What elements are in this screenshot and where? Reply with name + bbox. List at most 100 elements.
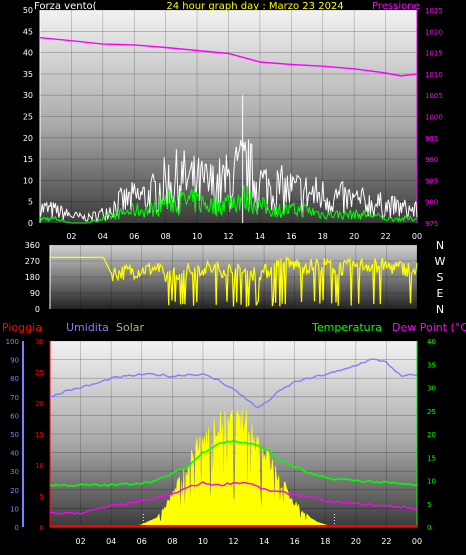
wind-gust-series (39, 139, 418, 222)
humidity-y-tick: 90 (10, 357, 19, 365)
temperature-y-tick: 30 (427, 385, 436, 393)
humidity-y-tick: 20 (10, 487, 19, 495)
temperature-y-tick: 20 (427, 431, 436, 439)
wind-y-tick: 5 (28, 198, 33, 207)
wind-x-tick: 12 (223, 232, 233, 241)
pressure-y-tick: 1005 (425, 92, 443, 100)
rain-temp-x-tick: 02 (75, 537, 85, 546)
pressure-y-tick: 1015 (425, 50, 443, 58)
direction-y-tick: 360 (25, 241, 40, 250)
wind-y-tick: 0 (28, 219, 33, 228)
chart-title: 24 hour graph day : Marzo 23 2024 (166, 1, 343, 12)
solar-label: Solar (116, 321, 145, 334)
direction-letter-s: S (437, 271, 444, 284)
humidity-y-tick: 100 (6, 338, 19, 346)
wind-y-tick: 40 (23, 49, 33, 58)
direction-letter-e: E (437, 287, 444, 300)
rain-temp-x-tick: 20 (351, 537, 361, 546)
direction-y-tick: 0 (35, 305, 40, 314)
rain-temp-x-tick: 12 (228, 537, 238, 546)
pressure-y-tick: 990 (425, 156, 438, 164)
direction-y-tick: 180 (25, 273, 40, 282)
wind-axis-label: Forza vento( (34, 1, 97, 12)
pressure-y-tick: 975 (425, 220, 438, 228)
temperature-series (49, 439, 418, 488)
rain-temp-x-tick: 04 (106, 537, 116, 546)
wind-average-series (39, 184, 418, 224)
wind-x-tick: 10 (192, 232, 202, 241)
humidity-y-tick: 0 (15, 524, 19, 532)
rain-temp-x-tick: 00 (412, 537, 422, 546)
rain-temp-x-tick: 14 (259, 537, 269, 546)
pressure-y-tick: 1010 (425, 71, 443, 79)
wind-y-tick: 50 (23, 6, 33, 15)
pressure-y-tick: 1020 (425, 28, 443, 36)
humidity-y-tick: 50 (10, 431, 19, 439)
humidity-label: Umidita (66, 321, 109, 334)
pressure-series (39, 37, 418, 77)
wind-x-tick: 14 (255, 232, 265, 241)
rain-y-tick: 30 (35, 338, 44, 346)
pressure-y-tick: 1000 (425, 114, 443, 122)
temperature-label: Temperatura (311, 321, 382, 334)
wind-panel-background (40, 10, 417, 223)
rain-y-tick: 10 (35, 462, 44, 470)
wind-y-tick: 45 (23, 27, 33, 36)
rain-temp-x-tick: 06 (137, 537, 147, 546)
temperature-y-tick: 5 (427, 501, 431, 509)
wind-x-tick: 08 (161, 232, 171, 241)
humidity-y-tick: 60 (10, 412, 19, 420)
humidity-y-tick: 40 (10, 450, 19, 458)
pressure-y-tick: 985 (425, 177, 438, 185)
rain-temp-x-tick: 18 (320, 537, 330, 546)
pressure-y-tick: 980 (425, 199, 438, 207)
wind-x-tick: 00 (412, 232, 422, 241)
rain-y-tick: 25 (35, 369, 44, 377)
wind-x-tick: 16 (286, 232, 296, 241)
wind-x-tick: 20 (349, 232, 359, 241)
humidity-series (49, 358, 418, 409)
rain-y-tick: 0 (40, 524, 44, 532)
wind-direction-series (50, 255, 418, 307)
rain-temp-series (22, 341, 418, 528)
rain-temp-x-tick: 08 (167, 537, 177, 546)
rain-y-tick: 5 (40, 493, 44, 501)
temperature-y-tick: 35 (427, 361, 436, 369)
wind-y-tick: 10 (23, 176, 33, 185)
wind-y-tick: 25 (23, 113, 33, 122)
humidity-y-tick: 70 (10, 394, 19, 402)
dewpoint-series (49, 480, 418, 515)
dewpoint-label: Dew Point (°C) (392, 321, 466, 334)
rain-temp-x-tick: 22 (381, 537, 391, 546)
temperature-y-tick: 10 (427, 478, 436, 486)
wind-x-tick: 04 (98, 232, 108, 241)
direction-letter-n-bottom: N (436, 303, 444, 316)
wind-x-tick: 22 (380, 232, 390, 241)
axis-tick-labels: 0510152025303540455097598098599099510001… (6, 6, 443, 546)
humidity-y-tick: 10 (10, 505, 19, 513)
wind-x-tick: 18 (318, 232, 328, 241)
humidity-y-tick: 80 (10, 375, 19, 383)
wind-y-tick: 30 (23, 91, 33, 100)
wind-y-tick: 15 (23, 155, 33, 164)
direction-letter-w: W (435, 255, 446, 268)
direction-series (49, 245, 418, 309)
pressure-y-tick: 995 (425, 135, 438, 143)
wind-y-tick: 20 (23, 134, 33, 143)
direction-letter-n-top: N (436, 239, 444, 252)
temperature-y-tick: 15 (427, 454, 436, 462)
rain-temp-x-tick: 16 (290, 537, 300, 546)
humidity-y-tick: 30 (10, 468, 19, 476)
direction-y-tick: 270 (25, 257, 40, 266)
pressure-axis-label: Pressione (372, 1, 420, 12)
direction-y-tick: 90 (30, 289, 40, 298)
temperature-y-tick: 0 (427, 524, 431, 532)
rain-y-tick: 15 (35, 431, 44, 439)
temperature-y-tick: 40 (427, 338, 436, 346)
wind-series (39, 10, 418, 224)
rain-y-tick: 20 (35, 400, 44, 408)
pressure-y-tick: 1025 (425, 7, 443, 15)
rain-temp-x-tick: 10 (198, 537, 208, 546)
wind-x-tick: 06 (129, 232, 139, 241)
